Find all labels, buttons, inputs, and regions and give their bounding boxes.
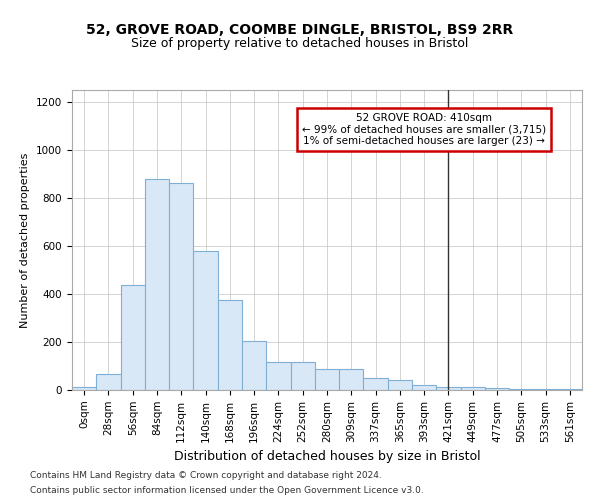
Bar (290, 362, 315, 390)
Bar (509, 389, 533, 390)
Text: 52 GROVE ROAD: 410sqm
← 99% of detached houses are smaller (3,715)
1% of semi-de: 52 GROVE ROAD: 410sqm ← 99% of detached … (302, 113, 546, 146)
Bar (485, 388, 509, 390)
Bar (388, 380, 412, 390)
Bar (461, 387, 485, 390)
Bar (193, 251, 218, 390)
Bar (72, 387, 96, 390)
Bar (339, 369, 364, 390)
Text: Contains public sector information licensed under the Open Government Licence v3: Contains public sector information licen… (30, 486, 424, 495)
Bar (364, 378, 388, 390)
Bar (169, 183, 193, 390)
X-axis label: Distribution of detached houses by size in Bristol: Distribution of detached houses by size … (173, 450, 481, 463)
Y-axis label: Number of detached properties: Number of detached properties (20, 152, 31, 328)
Text: 52, GROVE ROAD, COOMBE DINGLE, BRISTOL, BS9 2RR: 52, GROVE ROAD, COOMBE DINGLE, BRISTOL, … (86, 22, 514, 36)
Bar (315, 369, 339, 390)
Text: Size of property relative to detached houses in Bristol: Size of property relative to detached ho… (131, 38, 469, 51)
Text: Contains HM Land Registry data © Crown copyright and database right 2024.: Contains HM Land Registry data © Crown c… (30, 471, 382, 480)
Bar (96, 374, 121, 390)
Bar (218, 300, 242, 390)
Bar (121, 285, 145, 390)
Bar (242, 342, 266, 390)
Bar (436, 387, 461, 390)
Bar (266, 362, 290, 390)
Bar (412, 385, 436, 390)
Bar (145, 180, 169, 390)
